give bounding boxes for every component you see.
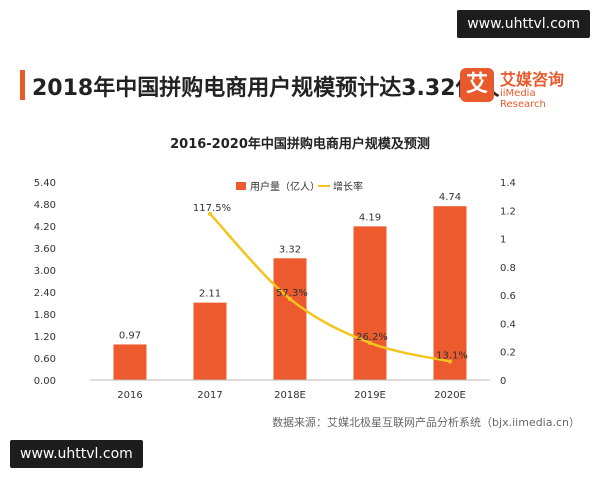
headline: 2018年中国拼购电商用户规模预计达3.32亿人	[32, 76, 500, 101]
x-tick-label: 2018E	[274, 390, 306, 401]
bar-value-label: 0.97	[119, 330, 141, 341]
y-left-tick-label: 5.40	[34, 178, 56, 189]
x-tick-label: 2020E	[434, 390, 466, 401]
y-left-tick-label: 1.20	[34, 332, 56, 343]
y-left-tick-label: 3.60	[34, 244, 56, 255]
y-axis-left: 0.00 0.60 1.20 1.80 2.40 3.00 3.60 4.20 4.80 5.40	[34, 178, 56, 387]
x-tick-label: 2017	[197, 390, 222, 401]
growth-point	[368, 340, 372, 345]
data-source-note: 数据来源：艾媒北极星互联网产品分析系统（bjx.iimedia.cn）	[272, 416, 580, 429]
y-right-tick-label: 0.8	[500, 263, 516, 274]
bar-value-label: 3.32	[279, 244, 301, 255]
bar	[113, 344, 147, 380]
y-right-tick-label: 1.2	[500, 206, 516, 217]
bar	[193, 302, 227, 380]
y-left-tick-label: 4.80	[34, 200, 56, 211]
growth-line-series: 117.5% 57.3% 26.2% 13.1%	[193, 203, 468, 364]
y-axis-right: 0 0.2 0.4 0.6 0.8 1 1.2 1.4	[500, 178, 516, 387]
watermark-bottom: www.uhttvl.com	[10, 440, 143, 468]
bar-series: 0.97 2.11 3.32 4.19 4.74	[113, 192, 467, 380]
legend-swatch-bar	[236, 182, 246, 190]
y-right-tick-label: 1.4	[500, 178, 516, 189]
growth-point	[208, 211, 212, 216]
growth-point	[448, 359, 452, 364]
bar	[353, 226, 387, 380]
y-left-tick-label: 2.40	[34, 288, 56, 299]
chart-title: 2016-2020年中国拼购电商用户规模及预测	[170, 136, 430, 152]
growth-value-label: 13.1%	[436, 350, 468, 361]
logo-name-en: iiMedia Research	[500, 88, 546, 110]
chart-legend: 用户量（亿人） 增长率	[236, 180, 363, 193]
bar	[433, 206, 467, 380]
growth-point	[288, 296, 292, 301]
y-right-tick-label: 0.2	[500, 348, 516, 359]
y-left-tick-label: 4.20	[34, 222, 56, 233]
y-right-tick-label: 0	[500, 376, 506, 387]
y-right-tick-label: 0.4	[500, 319, 516, 330]
y-left-tick-label: 0.00	[34, 376, 56, 387]
growth-line	[209, 212, 451, 363]
legend-label-line: 增长率	[333, 180, 363, 193]
x-tick-label: 2019E	[354, 390, 386, 401]
legend-label-bar: 用户量（亿人）	[250, 180, 320, 193]
bar-value-label: 4.19	[359, 212, 381, 223]
growth-value-label: 26.2%	[356, 332, 388, 343]
bar	[273, 258, 307, 380]
headline-accent-bar	[20, 70, 25, 100]
watermark-top: www.uhttvl.com	[457, 10, 590, 38]
iimedia-logo: 艾 艾媒咨询 iiMedia Research	[460, 64, 584, 110]
y-right-tick-label: 1	[500, 235, 506, 246]
bar-value-label: 2.11	[199, 289, 221, 300]
y-left-tick-label: 1.80	[34, 310, 56, 321]
logo-mark: 艾	[460, 68, 494, 102]
x-axis: 2016 2017 2018E 2019E 2020E	[90, 379, 490, 401]
bar-value-label: 4.74	[439, 192, 461, 203]
growth-value-label: 57.3%	[276, 288, 308, 299]
y-right-tick-label: 0.6	[500, 291, 516, 302]
growth-value-label: 117.5%	[193, 203, 231, 214]
y-left-tick-label: 3.00	[34, 266, 56, 277]
logo-name-cn: 艾媒咨询	[500, 70, 565, 89]
x-tick-label: 2016	[117, 390, 142, 401]
y-left-tick-label: 0.60	[34, 354, 56, 365]
